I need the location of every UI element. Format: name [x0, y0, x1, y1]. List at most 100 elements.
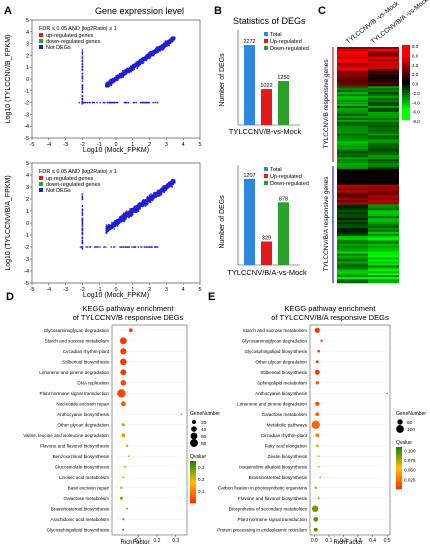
heatmap-cell	[368, 204, 399, 207]
gene-point	[89, 101, 91, 104]
heatmap-cell	[368, 109, 399, 113]
gene-point	[140, 203, 142, 206]
heatmap-cell	[337, 64, 368, 67]
heatmap-cell	[337, 196, 368, 199]
qvalue-scale-segment	[190, 469, 196, 472]
heatmap-cell	[368, 176, 399, 180]
gene-point	[148, 54, 151, 57]
enrichment-point	[120, 486, 123, 490]
heatmap-cell	[368, 273, 399, 276]
gene-point	[146, 198, 148, 200]
scale-label: 8.0	[412, 44, 419, 49]
x-tick-label: -4	[46, 142, 51, 148]
gene-point	[160, 191, 163, 193]
gene-point	[166, 184, 169, 186]
gene-point	[105, 224, 108, 227]
heatmap-cell	[368, 117, 399, 121]
gene-point	[134, 246, 137, 248]
gene-point	[119, 246, 121, 248]
y-tick-label: -1	[24, 89, 29, 95]
legend-swatch	[264, 32, 268, 36]
gene-point	[145, 203, 148, 206]
scale-segment	[402, 55, 410, 58]
y-tick-label: 0	[26, 221, 29, 227]
gene-point	[171, 182, 174, 185]
gene-point	[81, 198, 84, 201]
x-axis-label: Log10 (Mock_FPKM)	[83, 292, 149, 299]
scale-segment	[402, 52, 410, 56]
gene-point	[165, 187, 167, 189]
gene-point	[91, 101, 94, 104]
legend-label: Down-regulated	[270, 181, 309, 187]
plot-frame	[111, 324, 188, 536]
gene-point	[125, 70, 127, 73]
gene-point	[83, 101, 85, 104]
heatmap-cell	[368, 100, 399, 103]
gene-point	[125, 246, 127, 248]
pathway-label: Brassinosteroid biosynthesis	[51, 507, 110, 512]
gene-point	[156, 194, 158, 196]
y-tick-label: -5	[24, 281, 29, 287]
gene-point	[110, 246, 113, 248]
enrichment-point	[125, 444, 129, 448]
heatmap-cell	[368, 106, 399, 109]
gene-point	[120, 246, 123, 248]
gene-point	[159, 46, 162, 48]
y-tick-label: 0	[26, 77, 29, 83]
size-legend-dot	[192, 420, 196, 424]
gene-point	[141, 59, 143, 61]
heatmap-cell	[337, 90, 368, 93]
heatmap-cell	[368, 249, 399, 252]
gene-point	[168, 183, 171, 185]
heatmap-cell	[337, 123, 368, 126]
gene-point	[165, 43, 167, 45]
panel-b-letter: B	[214, 5, 222, 17]
heatmap-cell	[368, 208, 399, 211]
heatmap-cell	[368, 225, 399, 229]
kegg-bubble-chart-ba: KEGG pathway enrichment of TYLCCNV/B/A r…	[217, 304, 426, 546]
gene-point	[79, 246, 82, 248]
heatmap-cell	[368, 102, 399, 105]
gene-point	[147, 246, 150, 248]
scale-label: 6.0	[412, 53, 419, 58]
enrichment-point	[128, 328, 133, 333]
qvalue-scale-segment	[190, 477, 196, 481]
gene-point	[81, 245, 84, 248]
gene-point	[97, 246, 99, 248]
gene-point	[123, 71, 125, 74]
gene-point	[81, 227, 84, 229]
enrichment-point	[117, 389, 126, 398]
heatmap-cell	[337, 281, 368, 284]
gene-point	[89, 246, 92, 248]
gene-point	[152, 196, 154, 198]
legend-swatch-up	[39, 33, 43, 37]
size-legend-label: 80	[201, 441, 207, 447]
heatmap-cell	[368, 76, 399, 79]
scale-segment	[402, 90, 410, 93]
scale-label: 4.0	[412, 63, 419, 68]
gene-point	[152, 101, 154, 104]
gene-point	[81, 239, 84, 242]
y-axis-label: Number of DEGs	[219, 195, 226, 249]
heatmap-cell	[368, 275, 399, 278]
scale-segment	[402, 67, 410, 71]
gene-point	[155, 49, 157, 52]
heatmap-cell	[368, 149, 399, 152]
heatmap-cell	[368, 178, 399, 182]
heatmap-cell	[368, 135, 399, 138]
gene-point	[146, 54, 149, 57]
heatmap-cell	[337, 50, 368, 54]
heatmap-cell	[368, 259, 399, 262]
scale-label: -8.0	[412, 119, 420, 124]
qvalue-scale-segment	[190, 465, 196, 468]
pathway-label: DNA replication	[77, 381, 109, 386]
gene-point	[121, 218, 124, 221]
panel-b-title: Statistics of DEGs	[233, 16, 306, 26]
heatmap-cell	[337, 214, 368, 217]
qvalue-scale-segment	[190, 473, 196, 476]
enrichment-point	[120, 401, 126, 407]
heatmap-cell	[368, 220, 399, 223]
qvalue-legend-title: Qvalue	[190, 454, 206, 460]
heatmap-cell	[368, 170, 399, 174]
gene-point	[111, 224, 114, 227]
